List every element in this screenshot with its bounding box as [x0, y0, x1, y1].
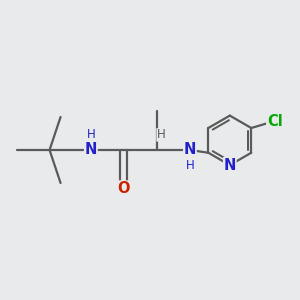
Text: O: O	[118, 181, 130, 196]
Text: H: H	[86, 128, 95, 141]
Text: N: N	[224, 158, 236, 172]
Text: N: N	[184, 142, 196, 158]
Text: N: N	[85, 142, 97, 158]
Text: H: H	[157, 128, 165, 141]
Text: Cl: Cl	[267, 114, 283, 129]
Text: H: H	[185, 160, 194, 172]
